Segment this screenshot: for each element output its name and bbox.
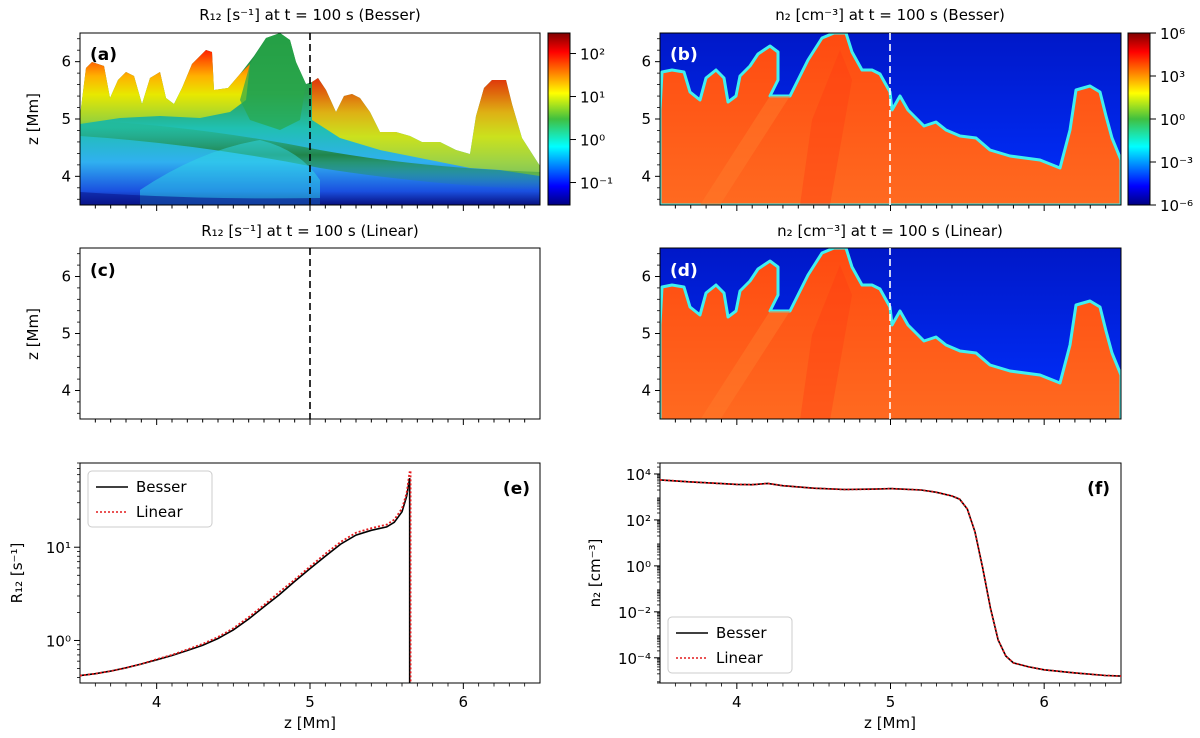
panel-a-ytick: 4: [61, 167, 71, 185]
panel-a: R₁₂ [s⁻¹] at t = 100 s (Besser) (a) z [M…: [24, 6, 613, 211]
panel-e-ytick: 10¹: [46, 539, 71, 557]
panel-e-xtick: 6: [459, 693, 469, 711]
panel-b-xticks: [674, 205, 1107, 211]
legend-e-linear: Linear: [136, 503, 183, 521]
panel-a-title: R₁₂ [s⁻¹] at t = 100 s (Besser): [199, 6, 421, 24]
panel-d-heatmap: [660, 248, 1121, 419]
panel-a-xticks: [94, 205, 526, 211]
panel-d-label: (d): [670, 261, 698, 281]
panel-a-ytick: 5: [61, 110, 71, 128]
panel-e-ytick: 10⁰: [46, 632, 71, 650]
colorbar-b: 10⁶ 10³ 10⁰ 10⁻³ 10⁻⁶: [1127, 25, 1193, 215]
panel-d-ytick: 4: [641, 382, 651, 400]
panel-f-ylabel: n₂ [cm⁻³]: [586, 539, 604, 608]
panel-f-label: (f): [1087, 479, 1110, 499]
legend-f-besser: Besser: [716, 624, 767, 642]
panel-a-label: (a): [90, 45, 117, 65]
colorbar-a-tick: 10⁻¹: [580, 175, 613, 193]
colorbar-b-bar: [1127, 32, 1151, 206]
colorbar-b-tick: 10³: [1160, 68, 1185, 86]
panel-b: n₂ [cm⁻³] at t = 100 s (Besser) (b) 456 …: [641, 6, 1193, 215]
panel-a-ylabel: z [Mm]: [24, 93, 42, 145]
panel-f-xtick: 5: [886, 693, 896, 711]
panel-c-ytick: 4: [61, 382, 71, 400]
panel-f-xtick: 4: [732, 693, 742, 711]
panel-b-yticks: 4 5 6: [641, 38, 660, 200]
panel-d-ytick: 5: [641, 325, 651, 343]
panel-f-legend: Besser Linear: [667, 616, 793, 674]
panel-a-ytick: 6: [61, 53, 71, 71]
panel-f-ytick: 10⁰: [626, 558, 651, 576]
colorbar-b-tick: 10⁻³: [1160, 154, 1193, 172]
r12-warm-top: [80, 50, 250, 124]
colorbar-b-tick: 10⁻⁶: [1160, 197, 1193, 215]
panel-b-title: n₂ [cm⁻³] at t = 100 s (Besser): [775, 6, 1005, 24]
colorbar-a-tick: 10¹: [580, 89, 605, 107]
series-e-linear: [80, 471, 411, 677]
panel-d-ytick: 6: [641, 268, 651, 286]
panel-c-ytick: 6: [61, 268, 71, 286]
panel-f-ytick: 10⁻²: [618, 604, 651, 622]
panel-f-ytick: 10⁴: [626, 466, 651, 484]
colorbar-a-tick: 10²: [580, 46, 605, 64]
panel-d-xticks: [674, 419, 1107, 425]
colorbar-a-ticks: 10⁻¹ 10⁰ 10¹ 10²: [570, 46, 613, 193]
panel-b-ytick: 4: [641, 167, 651, 185]
panel-f-xlabel: z [Mm]: [864, 714, 916, 732]
panel-b-ytick: 5: [641, 110, 651, 128]
series-f-linear: [660, 479, 1121, 677]
panel-b-ytick: 6: [641, 53, 651, 71]
colorbar-a-bar: [547, 32, 571, 206]
panel-e-axes: 4 5 6 10⁰ 10¹: [46, 462, 526, 711]
panel-c: R₁₂ [s⁻¹] at t = 100 s (Linear) (c) z [M…: [24, 222, 541, 425]
panel-e-ylabel: R₁₂ [s⁻¹]: [8, 543, 26, 604]
panel-c-label: (c): [90, 261, 116, 281]
n2-region: [660, 33, 1121, 205]
panel-c-ylabel: z [Mm]: [24, 308, 42, 360]
colorbar-b-tick: 10⁶: [1160, 25, 1185, 43]
colorbar-a-tick: 10⁰: [580, 132, 605, 150]
colorbar-b-ticks: 10⁶ 10³ 10⁰ 10⁻³ 10⁻⁶: [1150, 25, 1193, 215]
panel-f: 4 5 6 10⁴ 10² 10⁰ 10⁻² 10⁻⁴ (f) z [Mm] n₂ [cm⁻³…: [586, 462, 1122, 732]
legend-f-linear: Linear: [716, 649, 763, 667]
panel-f-lines: [660, 479, 1121, 677]
panel-e-xtick: 5: [305, 693, 315, 711]
panel-f-xtick: 6: [1039, 693, 1049, 711]
series-e-besser: [80, 478, 411, 677]
panel-e-legend: Besser Linear: [87, 470, 213, 528]
panel-c-yticks: 4 5 6: [61, 253, 80, 414]
panel-d-title: n₂ [cm⁻³] at t = 100 s (Linear): [777, 222, 1003, 240]
panel-f-ytick: 10⁻⁴: [618, 650, 651, 668]
colorbar-a: 10⁻¹ 10⁰ 10¹ 10²: [547, 32, 613, 206]
panel-c-title: R₁₂ [s⁻¹] at t = 100 s (Linear): [201, 222, 419, 240]
panel-f-axes: 4 5 6 10⁴ 10² 10⁰ 10⁻² 10⁻⁴: [618, 462, 1107, 711]
panel-f-ytick: 10²: [626, 512, 651, 530]
panel-d: n₂ [cm⁻³] at t = 100 s (Linear) (d) 4 5 6: [641, 222, 1122, 425]
panel-c-xticks: [94, 419, 526, 425]
panel-a-yticks: 4 5 6: [61, 38, 80, 200]
panel-b-label: (b): [670, 45, 698, 65]
colorbar-b-tick: 10⁰: [1160, 111, 1185, 129]
panel-e: 4 5 6 10⁰ 10¹ (e) z [Mm] R₁₂ [s⁻¹] Besser Li…: [8, 462, 541, 732]
panel-e-xtick: 4: [152, 693, 162, 711]
legend-e-besser: Besser: [136, 478, 187, 496]
panel-e-xlabel: z [Mm]: [284, 714, 336, 732]
panel-e-label: (e): [503, 479, 530, 499]
panel-b-heatmap: [660, 33, 1121, 205]
panel-d-yticks: 4 5 6: [641, 253, 660, 414]
panel-e-lines: [80, 471, 412, 683]
panel-c-ytick: 5: [61, 325, 71, 343]
